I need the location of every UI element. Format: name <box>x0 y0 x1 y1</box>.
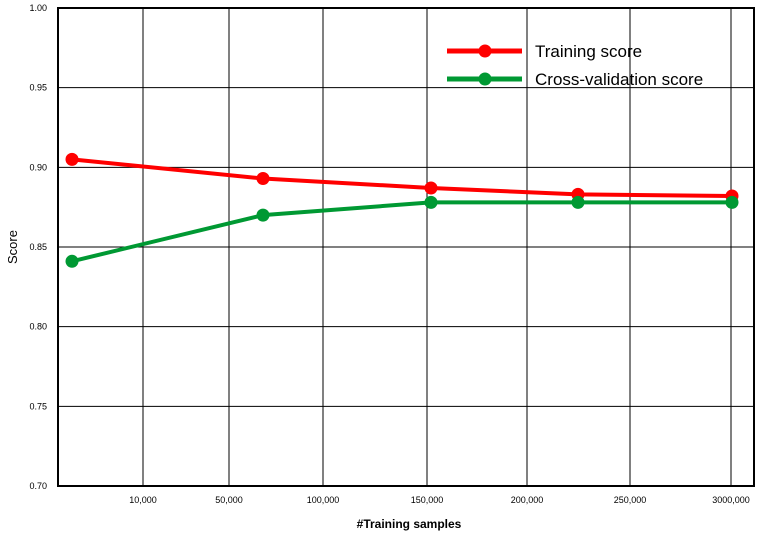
y-tick-labels: 0.70 0.75 0.80 0.85 0.90 0.95 1.00 <box>29 3 47 491</box>
x-tick-label: 150,000 <box>411 495 444 505</box>
data-point <box>424 181 438 195</box>
data-point <box>65 254 79 268</box>
y-axis-title: Score <box>5 230 20 264</box>
legend-label-cv: Cross-validation score <box>535 70 703 89</box>
x-tick-label: 250,000 <box>614 495 647 505</box>
x-tick-labels: 10,000 50,000 100,000 150,000 200,000 250,000… <box>129 495 750 505</box>
legend: Training score Cross-validation score <box>447 42 703 89</box>
data-point <box>256 208 270 222</box>
data-point <box>571 195 585 209</box>
series-points <box>65 152 739 268</box>
data-point <box>424 195 438 209</box>
x-tick-label: 100,000 <box>307 495 340 505</box>
x-tick-label: 50,000 <box>215 495 243 505</box>
legend-marker-training <box>478 44 492 58</box>
y-tick-label: 0.85 <box>29 242 47 252</box>
y-tick-label: 0.75 <box>29 401 47 411</box>
grid <box>58 7 754 487</box>
plot-frame <box>57 7 755 487</box>
y-tick-label: 1.00 <box>29 3 47 13</box>
x-tick-label: 200,000 <box>511 495 544 505</box>
y-tick-label: 0.80 <box>29 322 47 332</box>
y-tick-label: 0.70 <box>29 481 47 491</box>
legend-marker-cv <box>478 72 492 86</box>
x-tick-label: 10,000 <box>129 495 157 505</box>
legend-label-training: Training score <box>535 42 642 61</box>
data-point <box>725 195 739 209</box>
data-point <box>65 152 79 166</box>
y-tick-label: 0.90 <box>29 162 47 172</box>
x-tick-label: 3000,000 <box>712 495 750 505</box>
y-tick-label: 0.95 <box>29 83 47 93</box>
data-point <box>256 172 270 185</box>
x-axis-title: #Training samples <box>357 517 462 531</box>
